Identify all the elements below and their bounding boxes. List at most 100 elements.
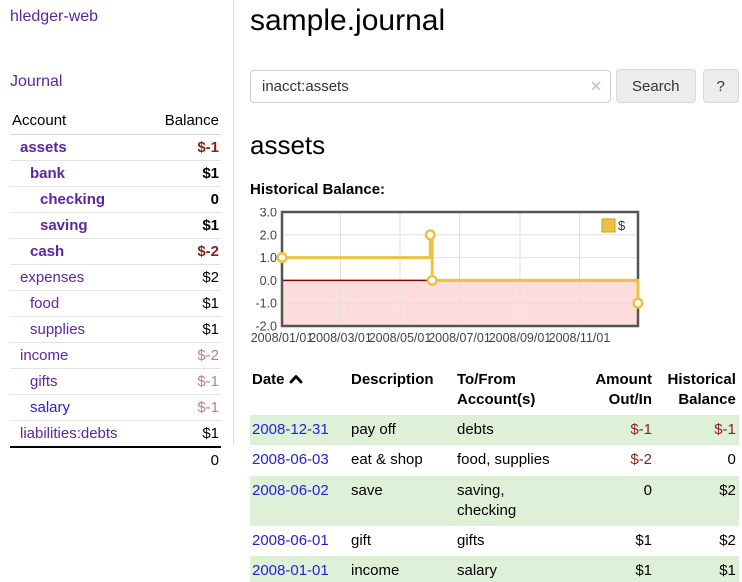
- transaction-description: pay off: [349, 415, 455, 446]
- account-link-saving[interactable]: saving: [40, 217, 88, 234]
- account-balance: $-1: [146, 394, 221, 421]
- transaction-description: save: [349, 475, 455, 526]
- account-balance: $1: [146, 212, 221, 239]
- transaction-accounts: debts: [455, 415, 575, 446]
- account-link-supplies[interactable]: supplies: [30, 321, 86, 338]
- legend-label: $: [618, 218, 626, 233]
- balance-chart[interactable]: $3.0 2.0 1.0 0.0 -1.0 -2.0 2008/01/01 2008/03/0…: [250, 208, 739, 350]
- nav-journal-link[interactable]: Journal: [10, 73, 63, 90]
- x-tick-label: 2008/07/01: [428, 331, 491, 345]
- transaction-amount: $1: [635, 532, 652, 549]
- search-form: ✕ Search ?: [250, 69, 739, 103]
- transaction-balance: $2: [719, 532, 736, 549]
- account-link-assets[interactable]: assets: [20, 139, 67, 156]
- transaction-date-link[interactable]: 2008-12-31: [252, 421, 329, 438]
- accounts-total-value: 0: [146, 446, 221, 473]
- main-content: sample.journal ✕ Search ? assets Histori…: [234, 0, 742, 582]
- accounts-header-account: Account: [10, 109, 147, 135]
- account-row: bank $1: [10, 160, 221, 187]
- x-tick-label: 2008/09/01: [489, 331, 552, 345]
- account-row: checking 0: [10, 186, 221, 213]
- transaction-accounts: food, supplies: [457, 451, 550, 469]
- transaction-accounts: saving, checking: [455, 475, 575, 526]
- transaction-balance: $1: [655, 556, 739, 582]
- search-input[interactable]: [250, 69, 611, 103]
- clear-search-icon[interactable]: ✕: [590, 77, 602, 94]
- transaction-row: 2008-06-03 eat & shop food, supplies $-2…: [250, 445, 739, 475]
- transaction-row: 2008-06-02 save saving, checking 0 $2: [250, 475, 739, 526]
- account-row: food $1: [10, 290, 221, 317]
- account-row: cash $-2: [10, 238, 221, 265]
- account-link-food[interactable]: food: [30, 295, 60, 312]
- y-tick-label: -2.0: [255, 320, 277, 334]
- x-tick-label: 2008/11/01: [549, 331, 611, 345]
- account-row: liabilities:debts $1: [10, 420, 221, 448]
- x-tick-label: 2008/01/01: [251, 331, 314, 345]
- sort-asc-icon: [289, 371, 303, 391]
- account-link-income[interactable]: income: [20, 347, 69, 364]
- accounts-total-row: 0: [10, 446, 221, 473]
- legend-swatch: [601, 218, 616, 233]
- y-tick-label: -1.0: [255, 297, 277, 311]
- help-button[interactable]: ?: [702, 69, 739, 103]
- search-button[interactable]: Search: [616, 69, 696, 103]
- account-row: saving $1: [10, 212, 221, 239]
- transaction-amount: $1: [575, 556, 655, 582]
- transaction-date-link[interactable]: 2008-06-03: [252, 451, 329, 469]
- account-balance: $2: [146, 264, 221, 291]
- transaction-date-link[interactable]: 2008-01-01: [252, 562, 329, 580]
- account-row: supplies $1: [10, 316, 221, 343]
- account-balance: $-1: [146, 368, 221, 395]
- account-link-salary[interactable]: salary: [30, 399, 71, 416]
- account-link-checking[interactable]: checking: [40, 191, 106, 208]
- account-link-bank[interactable]: bank: [30, 165, 66, 182]
- account-row: assets $-1: [10, 134, 221, 161]
- account-row: expenses $2: [10, 264, 221, 291]
- account-heading: assets: [250, 130, 326, 160]
- transaction-row: 2008-06-01 gift gifts $1 $2: [250, 526, 739, 556]
- account-link-gifts[interactable]: gifts: [30, 373, 58, 390]
- register-header-balance: Historical Balance: [667, 371, 736, 408]
- register-header-amount: Amount Out/In: [595, 371, 652, 408]
- transaction-description: gift: [351, 532, 372, 549]
- y-tick-label: 1.0: [260, 251, 277, 265]
- account-balance: $1: [146, 316, 221, 343]
- accounts-header-balance: Balance: [146, 109, 221, 135]
- register-table: Date Description To/From Account(s) Amou…: [250, 368, 739, 582]
- account-row: salary $-1: [10, 394, 221, 421]
- transaction-date-link[interactable]: 2008-06-02: [252, 481, 329, 499]
- account-balance: 0: [146, 186, 221, 213]
- register-header-description: Description: [351, 371, 434, 388]
- account-balance: $1: [146, 290, 221, 317]
- data-point: [426, 274, 438, 286]
- account-link-expenses[interactable]: expenses: [20, 269, 85, 286]
- data-point: [424, 229, 436, 241]
- account-link-cash[interactable]: cash: [30, 243, 65, 260]
- transaction-accounts: gifts: [457, 532, 485, 549]
- y-tick-label: 3.0: [260, 208, 277, 220]
- data-point: [632, 297, 644, 309]
- y-tick-label: 0.0: [260, 274, 277, 288]
- x-tick-label: 2008/03/01: [309, 331, 372, 345]
- transaction-amount: $-2: [630, 451, 652, 469]
- account-link-liabilities-debts[interactable]: liabilities:debts: [20, 425, 118, 442]
- transaction-date-link[interactable]: 2008-06-01: [252, 532, 329, 549]
- register-header-date[interactable]: Date: [250, 368, 349, 415]
- accounts-header-row: Account Balance: [10, 109, 221, 135]
- account-balance: $-1: [146, 134, 221, 161]
- y-tick-label: 2.0: [260, 228, 277, 242]
- app-title[interactable]: hledger-web: [10, 8, 99, 25]
- register-header-row: Date Description To/From Account(s) Amou…: [250, 368, 739, 415]
- accounts-table: Account Balance assets $-1 bank $1 check…: [10, 109, 221, 473]
- transaction-row: 2008-01-01 income salary $1 $1: [250, 556, 739, 582]
- account-row: income $-2: [10, 342, 221, 369]
- transaction-description: eat & shop: [351, 451, 423, 469]
- account-balance: $-2: [146, 238, 221, 265]
- account-balance: $1: [146, 160, 221, 187]
- transaction-accounts: salary: [455, 556, 575, 582]
- plot-border: [280, 210, 640, 328]
- transaction-balance: $2: [655, 475, 739, 526]
- transaction-amount: $-1: [575, 415, 655, 446]
- sidebar: hledger-web Journal Account Balance asse…: [0, 0, 234, 473]
